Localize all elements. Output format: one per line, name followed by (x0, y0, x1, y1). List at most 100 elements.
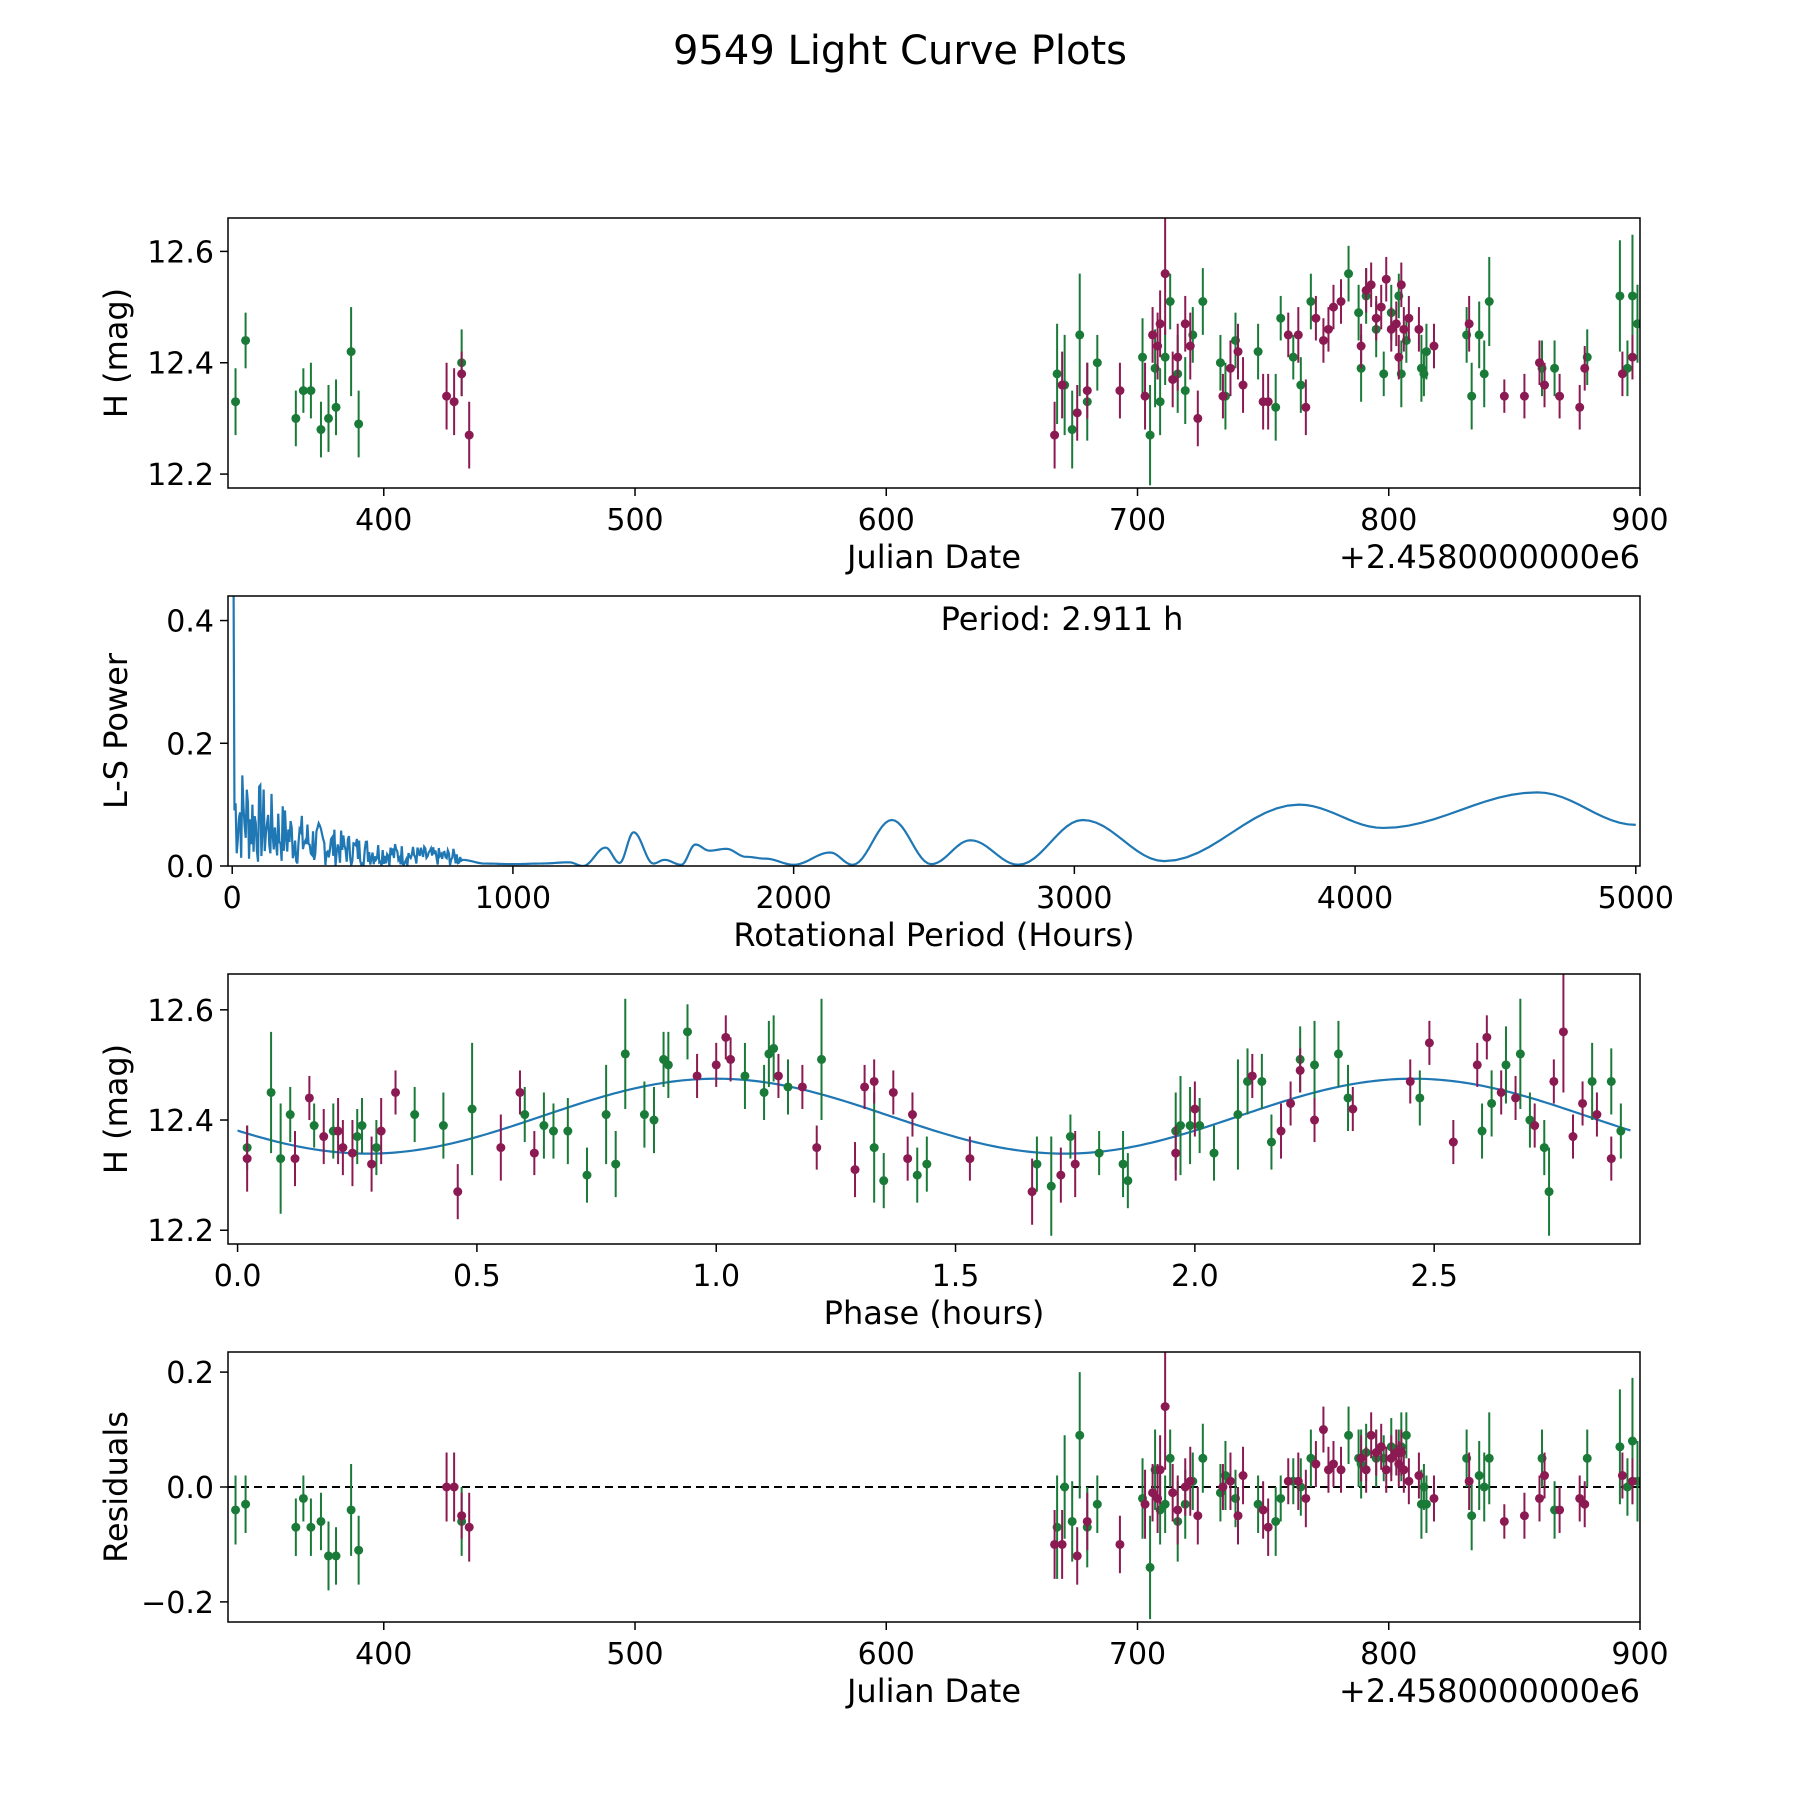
data-point (1379, 369, 1389, 379)
x-tick-label: 2.0 (1171, 1259, 1219, 1294)
data-point (1271, 1516, 1281, 1526)
data-point (1474, 330, 1484, 340)
data-point (601, 1110, 611, 1120)
data-point (1578, 1098, 1588, 1108)
plot-area (237, 974, 1631, 1236)
data-point (1271, 402, 1281, 412)
y-tick-label: 0.0 (166, 850, 214, 885)
data-point (1195, 1121, 1205, 1131)
data-point (1193, 1511, 1203, 1521)
x-tick-label: 500 (606, 1637, 663, 1672)
data-point (241, 335, 251, 345)
data-point (1247, 1071, 1257, 1081)
data-point (1318, 1425, 1328, 1435)
x-tick-label: 800 (1360, 1637, 1417, 1672)
data-point (346, 1505, 356, 1515)
data-point (1401, 1430, 1411, 1440)
axes-frame (227, 217, 1641, 489)
data-point (1539, 1143, 1549, 1153)
data-point (1606, 1076, 1616, 1086)
data-point (357, 1121, 367, 1131)
data-point (347, 1148, 357, 1158)
data-point (1072, 408, 1082, 418)
data-point (1617, 369, 1627, 379)
data-point (1160, 1499, 1170, 1509)
data-point (1233, 1511, 1243, 1521)
x-tick-label: 400 (355, 1637, 412, 1672)
data-point (1479, 1482, 1489, 1492)
y-tick-label: 0.4 (166, 605, 214, 640)
data-point (1501, 1060, 1511, 1070)
data-point (291, 413, 301, 423)
data-point (1627, 1476, 1637, 1486)
data-point (1046, 1181, 1056, 1191)
data-point (467, 1104, 477, 1114)
data-point (338, 1143, 348, 1153)
data-point (1072, 1551, 1082, 1561)
data-point (1615, 1442, 1625, 1452)
data-point (1318, 335, 1328, 345)
x-tick-label: 2.5 (1410, 1259, 1458, 1294)
data-point (331, 402, 341, 412)
data-point (1632, 319, 1640, 329)
data-point (1627, 352, 1637, 362)
data-point (1276, 1493, 1286, 1503)
y-axis-label: H (mag) (97, 1044, 135, 1174)
axes-frame (227, 973, 1641, 1245)
series-green (231, 1372, 1640, 1620)
data-point (1180, 319, 1190, 329)
data-point (367, 1159, 377, 1169)
data-point (1558, 1027, 1568, 1037)
data-point (457, 369, 467, 379)
data-point (410, 1110, 420, 1120)
data-point (1050, 1539, 1060, 1549)
data-point (442, 1482, 452, 1492)
data-point (1160, 269, 1170, 279)
data-point (298, 386, 308, 396)
data-point (692, 1071, 702, 1081)
data-point (1052, 369, 1062, 379)
data-point (1515, 1049, 1525, 1059)
data-point (1615, 291, 1625, 301)
data-point (1067, 425, 1077, 435)
data-point (611, 1159, 621, 1169)
data-point (1477, 1126, 1487, 1136)
data-point (1555, 1505, 1565, 1515)
x-tick-label: 2000 (755, 881, 831, 916)
data-point (1155, 1465, 1165, 1475)
data-point (663, 1060, 673, 1070)
data-point (1404, 313, 1414, 323)
data-point (850, 1165, 860, 1175)
data-point (1050, 430, 1060, 440)
data-point (276, 1154, 286, 1164)
data-point (1424, 1038, 1434, 1048)
data-point (1155, 397, 1165, 407)
data-point (1376, 302, 1386, 312)
data-point (773, 1071, 783, 1081)
data-point (1580, 1499, 1590, 1509)
data-point (1499, 391, 1509, 401)
data-point (1218, 1482, 1228, 1492)
data-point (1306, 297, 1316, 307)
data-point (1530, 1121, 1540, 1131)
data-point (1296, 380, 1306, 390)
data-point (1555, 391, 1565, 401)
data-point (1233, 347, 1243, 357)
data-point (319, 1132, 329, 1142)
x-tick-label: 1000 (475, 881, 551, 916)
data-point (1233, 1110, 1243, 1120)
data-point (1060, 1482, 1070, 1492)
data-point (1075, 330, 1085, 340)
data-point (1145, 430, 1155, 440)
data-point (1448, 1137, 1458, 1147)
x-tick-label: 5000 (1598, 881, 1674, 916)
data-point (266, 1087, 276, 1097)
data-point (1138, 352, 1148, 362)
panel-periodogram: 0 1000 2000 3000 4000 5000 0.0 0.2 0.4 Rotational… (97, 595, 1674, 954)
data-point (1328, 1459, 1338, 1469)
data-point (309, 1121, 319, 1131)
data-point (464, 1522, 474, 1532)
data-point (1293, 330, 1303, 340)
y-axis-label: H (mag) (97, 288, 135, 418)
data-point (1472, 1060, 1482, 1070)
